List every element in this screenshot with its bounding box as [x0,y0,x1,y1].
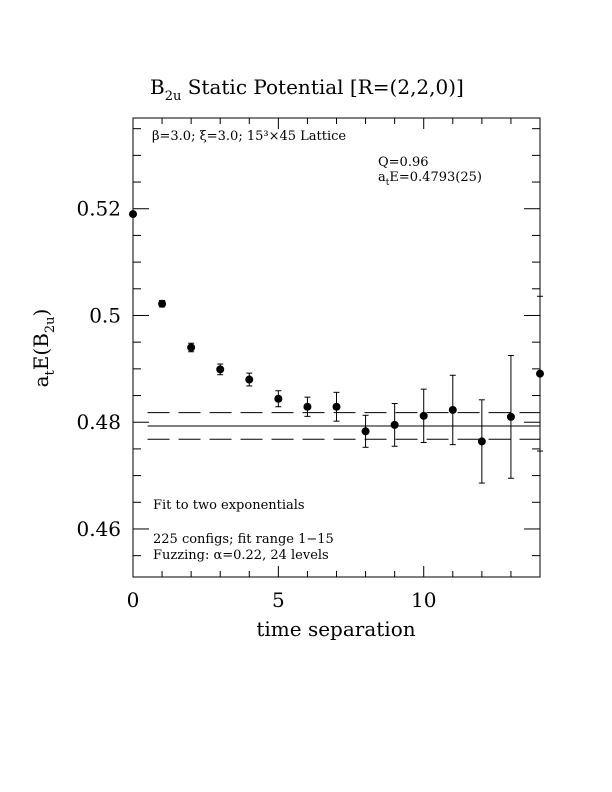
tick-labels: 0 5 10 0.46 0.48 0.5 0.52 [76,197,436,612]
x-tick-label: 5 [272,588,285,612]
y-tick-label: 0.5 [89,303,121,327]
data-point [216,365,225,374]
data-point [419,411,428,420]
x-axis-label: time separation [256,617,415,641]
fit-lines [147,412,540,440]
data-point [158,299,167,308]
x-tick-label: 10 [411,588,436,612]
y-tick-label: 0.48 [76,410,121,434]
data-point [332,402,341,411]
data-point [448,405,457,414]
data-point [390,420,399,429]
y-tick-label: 0.46 [76,517,121,541]
data-point [536,369,544,378]
axis-ticks [132,118,541,577]
data-point [245,375,254,384]
y-axis-label: atE(B2u) [29,309,58,388]
data-point [506,412,515,421]
x-tick-label: 0 [127,588,140,612]
y-tick-label: 0.52 [76,197,121,221]
data-point [303,402,312,411]
fit-description: Fit to two exponentials [153,498,305,513]
data-point [274,394,283,403]
energy-annotation: atE=0.4793(25) [378,170,482,188]
lattice-annotation: β=3.0; ξ=3.0; 15³×45 Lattice [152,129,346,144]
q-annotation: Q=0.96 [378,155,429,170]
data-points [129,210,544,484]
data-point [129,210,137,219]
fuzzing-annotation: Fuzzing: α=0.22, 24 levels [153,548,329,563]
data-point [187,343,196,352]
chart-title: B2u Static Potential [R=(2,2,0)] [150,75,464,104]
data-point [361,427,370,436]
data-point [477,437,486,446]
chart-title-subscript: 2u [165,89,182,104]
configs-annotation: 225 configs; fit range 1−15 [153,532,334,547]
